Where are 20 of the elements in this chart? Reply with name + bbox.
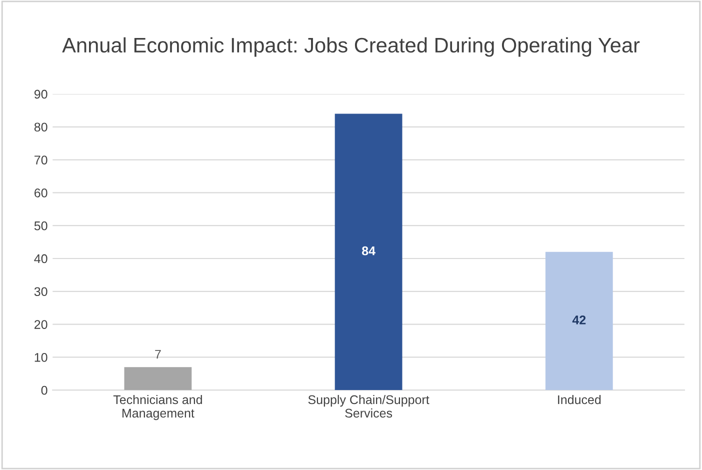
- y-tick-label: 80: [34, 122, 48, 132]
- chart-title: Annual Economic Impact: Jobs Created During Operating Year: [62, 37, 640, 57]
- y-tick-label: 30: [34, 287, 48, 296]
- y-tick-label: 70: [34, 156, 48, 164]
- data-label: 42: [572, 316, 586, 324]
- bar: [334, 114, 402, 390]
- y-tick-label: 60: [34, 188, 48, 198]
- bar: [124, 367, 192, 390]
- y-tick-label: 40: [34, 254, 48, 264]
- data-label: 7: [155, 350, 161, 359]
- data-label: 84: [362, 246, 376, 256]
- y-tick-label: 20: [34, 320, 48, 329]
- y-tick-label: 10: [34, 353, 48, 362]
- x-tick-label: Induced: [558, 394, 601, 404]
- y-tick-label: 0: [41, 386, 48, 395]
- x-tick-label: Supply Chain/Support Services: [308, 394, 430, 418]
- bar: [545, 252, 613, 390]
- y-tick-label: 50: [34, 221, 48, 230]
- y-tick-label: 90: [34, 90, 48, 99]
- x-tick-label: Technicians and Management: [113, 394, 202, 420]
